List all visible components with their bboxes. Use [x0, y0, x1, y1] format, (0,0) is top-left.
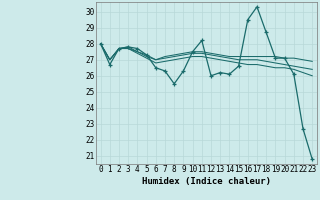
X-axis label: Humidex (Indice chaleur): Humidex (Indice chaleur) — [142, 177, 271, 186]
